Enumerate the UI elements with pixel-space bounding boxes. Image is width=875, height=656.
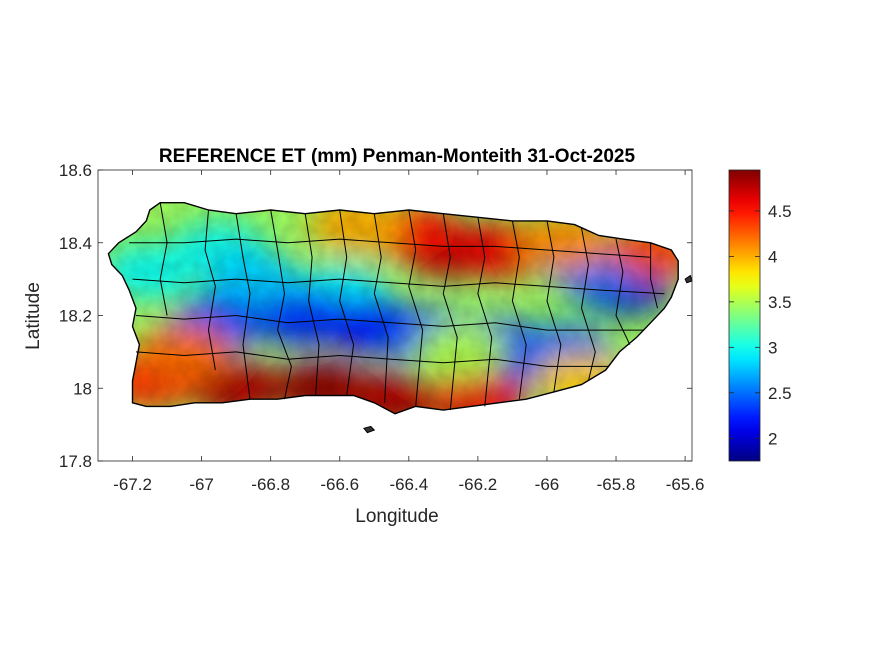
y-tick-label: 18.2 [59,307,92,326]
municipality-line [132,278,665,295]
y-tick-label: 17.8 [59,452,92,471]
x-tick-label: -66 [535,475,560,494]
colorbar-tick-label: 2 [768,429,777,448]
x-tick-label: -67.2 [113,475,152,494]
chart-title: REFERENCE ET (mm) Penman-Monteith 31-Oct… [159,146,636,167]
x-tick-label: -65.8 [597,475,636,494]
municipality-line [339,209,355,396]
x-tick-label: -66.6 [320,475,359,494]
x-tick-label: -65.6 [666,475,705,494]
municipality-line [650,242,658,309]
small-island [363,425,376,434]
y-tick-label: 18.6 [59,161,92,180]
y-axis: 17.8 18 18.2 18.4 18.6 [59,161,692,471]
municipality-line [135,351,610,367]
y-tick-label: 18 [73,379,92,398]
colorbar-tick-label: 3 [768,338,777,357]
municipality-line [270,209,292,400]
x-tick-label: -67 [189,475,214,494]
municipality-line [304,213,320,396]
municipality-line [408,209,424,407]
x-tick-label: -66.8 [251,475,290,494]
coastline [107,202,679,415]
municipality-line [235,213,251,400]
municipality-line [204,209,216,371]
municipality-line [546,220,562,392]
colorbar-tick-label: 4 [768,247,777,266]
colorbar-tick-label: 2.5 [768,384,792,403]
municipality-boundaries [129,202,665,411]
municipality-line [159,202,168,316]
x-axis: -67.2 -67 -66.8 -66.6 -66.4 -66.2 -66 -65.8 -65.… [113,170,704,494]
municipality-line [477,217,493,407]
y-tick-label: 18.4 [59,234,92,253]
colorbar-tick-label: 4.5 [768,202,792,221]
municipality-line [129,238,651,258]
x-tick-label: -66.4 [389,475,428,494]
colorbar [728,169,761,462]
colorbar-tick-label: 3.5 [768,293,792,312]
x-axis-label: Longitude [355,506,438,527]
x-tick-label: -66.2 [459,475,498,494]
municipality-line [135,314,644,331]
colorbar-ticks: 2 2.5 3 3.5 4 4.5 [729,202,792,448]
y-axis-label: Latitude [23,282,44,350]
